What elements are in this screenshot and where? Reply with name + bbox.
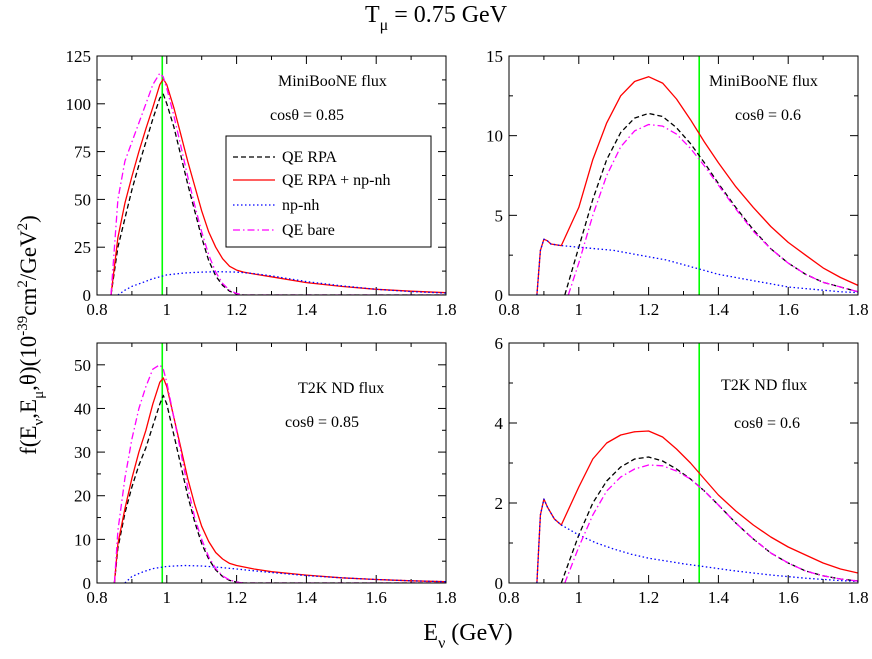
series-qe-bare <box>113 364 446 583</box>
y-tick-label: 0 <box>495 574 504 593</box>
x-tick-label: 1.2 <box>638 300 659 319</box>
series-np-nh <box>536 238 858 295</box>
plot-frame <box>508 55 859 296</box>
y-tick-label: 10 <box>486 127 503 146</box>
y-tick-label: 75 <box>74 143 91 162</box>
y-tick-label: 25 <box>74 238 91 257</box>
legend-label-qe-bare: QE bare <box>282 222 335 239</box>
x-tick-label: 1.2 <box>226 588 247 607</box>
series-qe-bare <box>567 123 858 295</box>
y-tick-label: 4 <box>495 414 504 433</box>
legend-label-npnh: np-nh <box>282 197 319 214</box>
x-tick-label: 1.8 <box>847 300 868 319</box>
cos-theta-label: cosθ = 0.6 <box>735 107 801 124</box>
legend-label-qe-rpa-npnh: QE RPA + np-nh <box>282 172 390 189</box>
x-axis-label: Eν (GeV) <box>423 620 512 652</box>
flux-label: T2K ND flux <box>298 380 384 397</box>
cos-theta-label: cosθ = 0.85 <box>270 107 344 124</box>
x-tick-label: 1.8 <box>435 588 456 607</box>
title-main: T <box>365 2 380 28</box>
x-tick-label: 1.4 <box>708 300 730 319</box>
x-tick-label: 1 <box>575 588 584 607</box>
flux-label: MiniBooNE flux <box>278 73 387 90</box>
x-tick-label: 0.8 <box>86 300 107 319</box>
y-tick-label: 20 <box>74 487 91 506</box>
x-tick-label: 1.4 <box>296 300 318 319</box>
y-tick-label: 50 <box>74 356 91 375</box>
cos-theta-label: cosθ = 0.6 <box>734 415 800 432</box>
x-tick-label: 1 <box>163 300 172 319</box>
panel-2: 0.8 1 1.2 1.4 1.6 1.8 0 5 10 15 MiniBooNE flux cosθ… <box>486 47 869 319</box>
panel-1: 0.8 1 1.2 1.4 1.6 1.8 0 25 50 75 100 125 MiniBooNE f… <box>66 47 457 319</box>
x-tick-label: 1.2 <box>638 588 659 607</box>
y-tick-label: 5 <box>495 206 504 225</box>
series-qe-rpa <box>110 93 446 295</box>
plot-frame <box>96 342 447 584</box>
x-tick-label: 1 <box>163 588 172 607</box>
series-qe-bare <box>110 72 446 295</box>
series-qe-rpa <box>564 112 858 295</box>
legend-box <box>225 135 432 248</box>
x-tick-label: 1.2 <box>226 300 247 319</box>
figure-title: Tμ = 0.75 GeV <box>365 2 508 34</box>
cos-theta-label: cosθ = 0.85 <box>285 414 359 431</box>
x-tick-label: 1.8 <box>435 300 456 319</box>
x-tick-label: 1.8 <box>847 588 868 607</box>
series-np-nh <box>536 498 858 583</box>
panel-4: 0.8 1 1.2 1.4 1.6 1.8 0 2 4 6 T2K ND flux cosθ = 0.… <box>495 334 869 607</box>
y-tick-label: 125 <box>66 47 92 66</box>
series-qe-rpa-np-nh <box>536 430 858 583</box>
legend: QE RPA QE RPA + np-nh np-nh QE bare <box>225 135 432 248</box>
series-qe-rpa <box>113 394 446 583</box>
y-tick-label: 30 <box>74 443 91 462</box>
title-sub: μ <box>380 17 389 34</box>
y-tick-label: 0 <box>83 574 92 593</box>
x-tick-label: 0.8 <box>86 588 107 607</box>
x-tick-label: 0.8 <box>498 588 519 607</box>
x-tick-label: 1.6 <box>366 588 387 607</box>
x-tick-label: 1.6 <box>778 588 799 607</box>
x-tick-label: 1.6 <box>366 300 387 319</box>
y-tick-label: 40 <box>74 399 91 418</box>
series-np-nh <box>117 271 446 295</box>
plot-frame <box>508 342 859 584</box>
x-tick-label: 1.4 <box>296 588 318 607</box>
y-tick-label: 100 <box>66 95 92 114</box>
y-tick-label: 0 <box>495 286 504 305</box>
x-tick-label: 1 <box>575 300 584 319</box>
series-qe-rpa-np-nh <box>536 76 858 295</box>
series-qe-rpa <box>560 456 858 583</box>
y-tick-label: 10 <box>74 530 91 549</box>
panel-3: 0.8 1 1.2 1.4 1.6 1.8 0 10 20 30 40 50 T2K ND flux co… <box>74 342 457 607</box>
x-tick-label: 0.8 <box>498 300 519 319</box>
series-qe-rpa-np-nh <box>110 78 446 295</box>
y-tick-label: 6 <box>495 334 504 353</box>
flux-label: MiniBooNE flux <box>709 73 818 90</box>
x-tick-label: 1.4 <box>708 588 730 607</box>
x-tick-label: 1.6 <box>778 300 799 319</box>
y-axis-label: f(Eν,Eμ,θ)(10-39cm2/GeV2) <box>15 215 47 455</box>
flux-label: T2K ND flux <box>721 377 807 394</box>
y-tick-label: 15 <box>486 47 503 66</box>
y-tick-label: 2 <box>495 494 504 513</box>
plot-frame <box>96 55 447 296</box>
y-tick-label: 0 <box>83 286 92 305</box>
title-rest: = 0.75 GeV <box>388 2 508 28</box>
series-qe-bare <box>564 464 858 583</box>
legend-label-qe-rpa: QE RPA <box>282 149 337 166</box>
series-qe-rpa-np-nh <box>113 377 446 583</box>
y-tick-label: 50 <box>74 190 91 209</box>
